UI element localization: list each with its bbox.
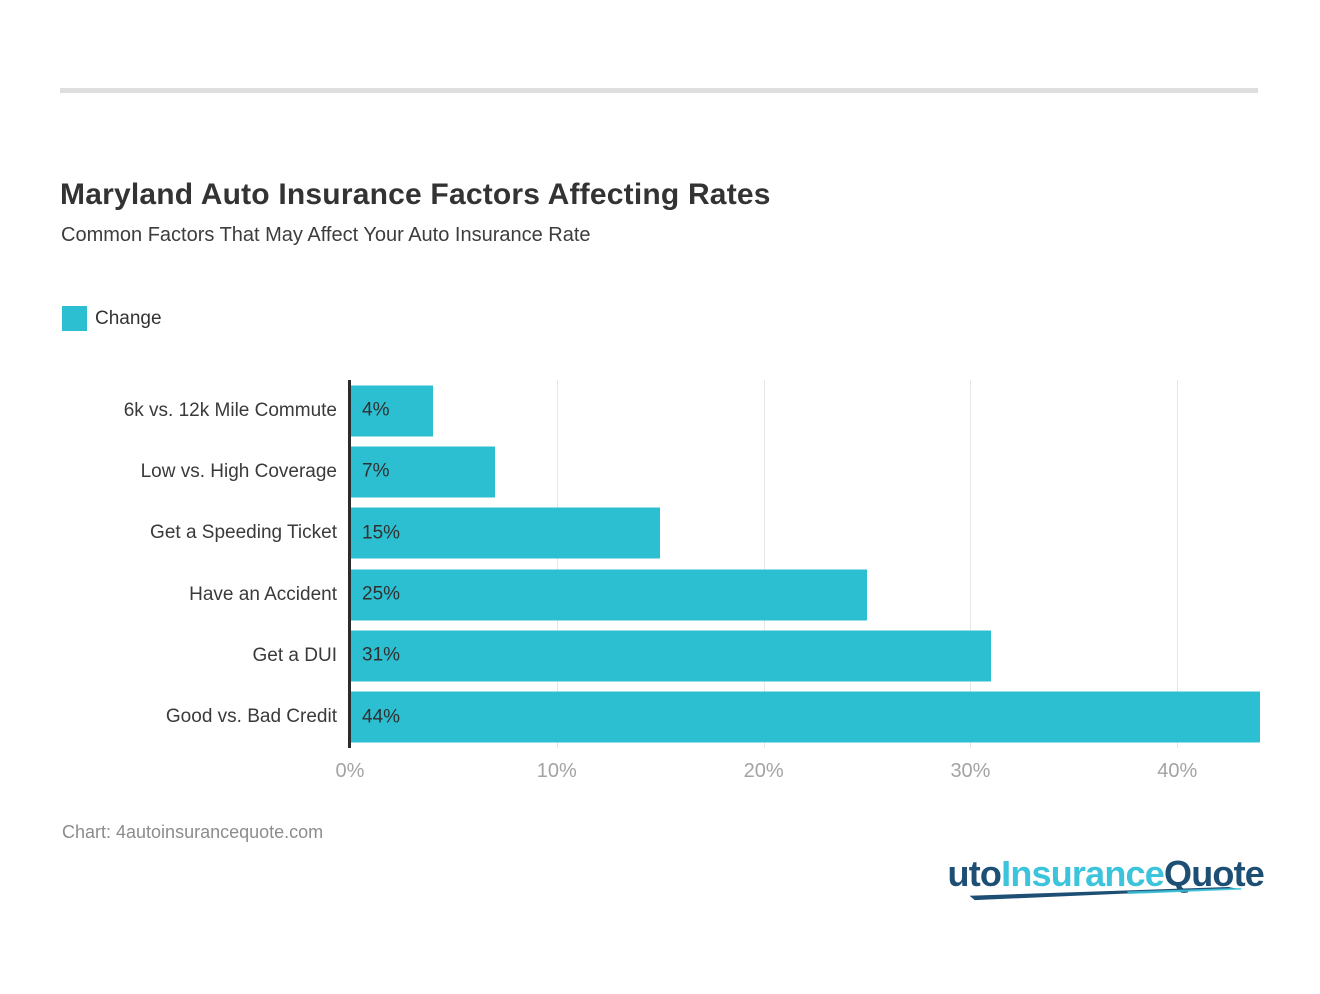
bar-value-label: 31%: [362, 644, 401, 666]
gridline: [970, 380, 972, 748]
bar: 31%: [350, 630, 992, 682]
legend: Change: [62, 306, 162, 331]
chart-subtitle: Common Factors That May Affect Your Auto…: [61, 224, 591, 246]
x-tick-label: 20%: [743, 760, 784, 782]
bar: 4%: [350, 385, 433, 437]
page-title: Maryland Auto Insurance Factors Affectin…: [60, 178, 771, 212]
logo-a-icon: [948, 864, 949, 866]
category-label: Have an Accident: [189, 583, 337, 605]
gridline: [1177, 380, 1179, 748]
logo-wordmark: utoInsuranceQuote: [948, 855, 1265, 891]
category-label: 6k vs. 12k Mile Commute: [123, 399, 337, 421]
logo-part-auto: uto: [947, 852, 1002, 894]
chart-credit: Chart: 4autoinsurancequote.com: [62, 822, 324, 842]
category-label: Low vs. High Coverage: [140, 460, 337, 482]
gridline: [763, 380, 765, 748]
bar-value-label: 44%: [362, 706, 401, 728]
logo-swoosh-icon: [969, 887, 1242, 901]
bar-row: Good vs. Bad Credit 44%: [166, 687, 1260, 748]
bar-value-label: 7%: [362, 460, 390, 482]
logo-part-insurance: Insurance: [1001, 852, 1165, 894]
logo-part-quote: Quote: [1164, 852, 1265, 894]
bar: 7%: [350, 446, 495, 498]
gridline: [556, 380, 558, 748]
x-tick-label: 30%: [950, 760, 991, 782]
legend-swatch: [62, 306, 87, 331]
bar-row: Get a DUI 31%: [253, 625, 1260, 686]
bar: 44%: [350, 691, 1260, 743]
bar: 25%: [350, 569, 868, 621]
legend-label: Change: [95, 307, 162, 329]
axis-baseline: [348, 380, 351, 748]
bar-value-label: 4%: [362, 399, 390, 421]
bar-row: Get a Speeding Ticket 15%: [150, 503, 1260, 564]
x-tick-label: 0%: [335, 760, 365, 782]
bar-chart: 6k vs. 12k Mile Commute 4% Low vs. High Co…: [124, 380, 1260, 782]
bar-row: Low vs. High Coverage 7%: [141, 441, 1260, 502]
top-divider: [60, 88, 1258, 93]
category-label: Get a DUI: [252, 644, 337, 666]
bar-value-label: 25%: [362, 583, 401, 605]
bar: 15%: [350, 507, 661, 559]
category-label: Good vs. Bad Credit: [165, 706, 337, 728]
brand-logo-row: utoInsuranceQuote: [948, 840, 1265, 891]
x-tick-label: 10%: [536, 760, 577, 782]
bar-value-label: 15%: [362, 522, 401, 544]
bar-row: Have an Accident 25%: [189, 564, 1260, 625]
category-label: Get a Speeding Ticket: [150, 522, 337, 544]
brand-logo: utoInsuranceQuote: [948, 840, 1265, 901]
bar-row: 6k vs. 12k Mile Commute 4%: [124, 380, 1260, 441]
x-tick-label: 40%: [1157, 760, 1198, 782]
